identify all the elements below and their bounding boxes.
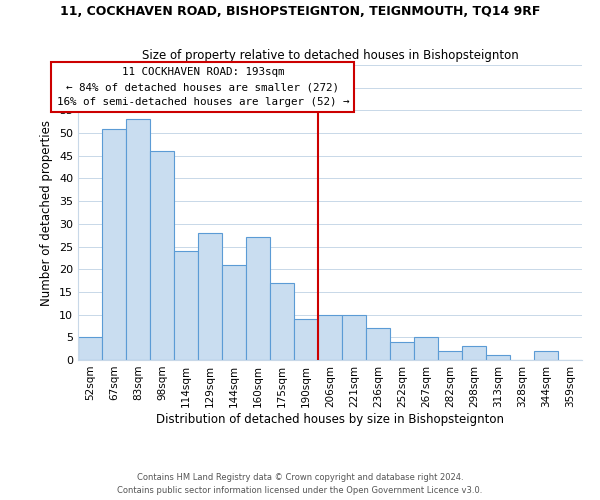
Text: Contains HM Land Registry data © Crown copyright and database right 2024.
Contai: Contains HM Land Registry data © Crown c…	[118, 474, 482, 495]
Bar	[246, 238, 270, 360]
Bar	[270, 283, 294, 360]
Bar	[390, 342, 414, 360]
Title: Size of property relative to detached houses in Bishopsteignton: Size of property relative to detached ho…	[142, 50, 518, 62]
Bar	[294, 319, 318, 360]
Bar	[102, 128, 126, 360]
Text: 11 COCKHAVEN ROAD: 193sqm
← 84% of detached houses are smaller (272)
16% of semi: 11 COCKHAVEN ROAD: 193sqm ← 84% of detac…	[56, 68, 349, 107]
Bar	[534, 351, 558, 360]
Bar	[318, 314, 342, 360]
Bar	[150, 151, 174, 360]
Bar	[342, 314, 366, 360]
Y-axis label: Number of detached properties: Number of detached properties	[40, 120, 53, 306]
Bar	[438, 351, 462, 360]
Bar	[198, 233, 222, 360]
Bar	[414, 338, 438, 360]
Bar	[462, 346, 486, 360]
Bar	[366, 328, 390, 360]
Bar	[126, 120, 150, 360]
Bar	[486, 356, 510, 360]
X-axis label: Distribution of detached houses by size in Bishopsteignton: Distribution of detached houses by size …	[156, 412, 504, 426]
Bar	[78, 338, 102, 360]
Bar	[174, 251, 198, 360]
Bar	[222, 264, 246, 360]
Text: 11, COCKHAVEN ROAD, BISHOPSTEIGNTON, TEIGNMOUTH, TQ14 9RF: 11, COCKHAVEN ROAD, BISHOPSTEIGNTON, TEI…	[60, 5, 540, 18]
